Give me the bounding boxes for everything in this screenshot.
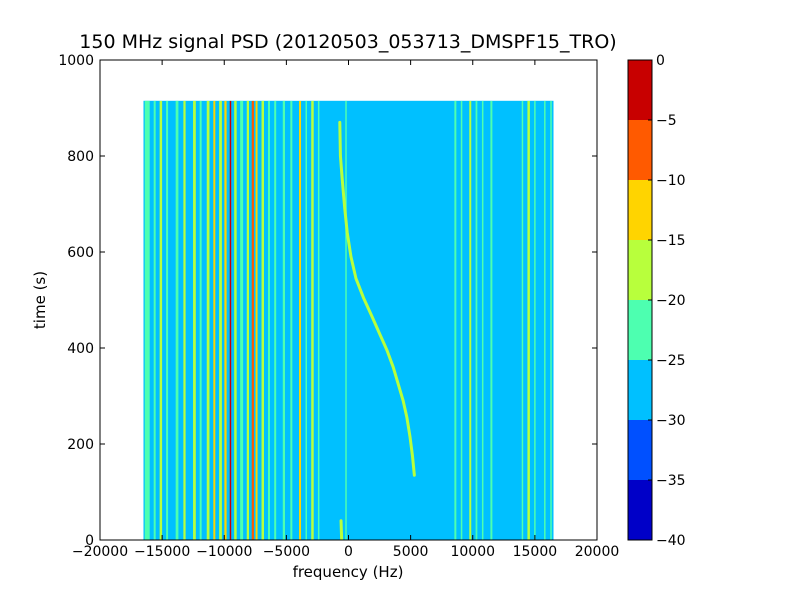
colorbar-band-0 (628, 480, 652, 540)
x-tick-label: −15000 (134, 544, 190, 560)
spectral-line-35 (527, 100, 530, 541)
colorbar-band-7 (628, 60, 652, 120)
spectral-line-36 (534, 100, 536, 541)
spectral-line-23 (299, 100, 302, 541)
spectral-line-20 (274, 100, 277, 541)
spectral-line-27 (345, 100, 347, 541)
y-tick-label: 1000 (58, 53, 94, 69)
y-axis-label: time (s) (31, 271, 49, 329)
y-axis: 0 200 400 600 800 1000 (58, 53, 597, 549)
x-tick-label: −10000 (196, 544, 252, 560)
spectral-line-19 (267, 100, 270, 541)
y-tick-label: 400 (67, 341, 94, 357)
colorbar-tick-label: −5 (656, 113, 677, 129)
spectral-line-32 (481, 100, 484, 541)
spectral-line-24 (305, 100, 308, 541)
spectral-line-25 (311, 100, 314, 541)
colorbar-band-1 (628, 420, 652, 480)
spectral-line-15 (246, 100, 249, 541)
spectral-line-6 (193, 100, 196, 541)
y-tick-label: 0 (85, 533, 94, 549)
spectral-line-31 (475, 100, 478, 541)
spectral-line-9 (213, 100, 216, 541)
spectral-line-3 (166, 100, 169, 541)
spectral-line-0 (144, 100, 150, 541)
colorbar-tick-label: −15 (656, 233, 686, 249)
colorbar-tick-label: 0 (656, 53, 665, 69)
colorbar-band-6 (628, 120, 652, 180)
y-tick-label: 200 (67, 437, 94, 453)
colorbar: −40 −35 −30 −25 −20 −15 −10 −5 0 (627, 53, 686, 549)
plot-area (99, 59, 598, 541)
colorbar-band-3 (628, 300, 652, 360)
colorbar-tick-label: −40 (656, 533, 686, 549)
colorbar-tick-label: −30 (656, 413, 686, 429)
spectral-line-13 (234, 100, 237, 541)
x-axis: −20000 −15000 −10000 −5000 0 5000 10000 15000 20… (72, 60, 619, 560)
x-tick-label: 5000 (393, 544, 429, 560)
spectral-line-11 (224, 100, 227, 541)
colorbar-tick-label: −20 (656, 293, 686, 309)
spectral-lines (144, 100, 552, 541)
spectral-line-34 (521, 100, 524, 541)
colorbar-tick-label: −25 (656, 353, 686, 369)
spectral-line-29 (460, 100, 463, 541)
spectral-line-38 (550, 100, 552, 541)
colorbar-band-5 (628, 180, 652, 240)
doppler-trace-segment-1 (338, 120, 416, 477)
x-tick-label: 20000 (575, 544, 620, 560)
data-background (143, 100, 554, 541)
spectral-line-37 (544, 100, 546, 541)
spectral-line-21 (282, 100, 286, 541)
spectral-line-10 (219, 100, 222, 541)
spectral-line-14 (240, 100, 244, 541)
x-tick-label: −5000 (263, 544, 310, 560)
y-tick-label: 600 (67, 245, 94, 261)
spectral-line-28 (454, 100, 457, 541)
spectral-line-26 (317, 100, 320, 541)
spectral-line-22 (290, 100, 293, 541)
colorbar-tick-label: −10 (656, 173, 686, 189)
spectral-line-4 (175, 100, 179, 541)
colorbar-band-2 (628, 360, 652, 420)
spectral-line-7 (199, 100, 202, 541)
spectral-line-5 (183, 100, 186, 541)
spectral-line-8 (206, 100, 210, 541)
colorbar-tick-label: −35 (656, 473, 686, 489)
spectral-line-1 (153, 100, 156, 541)
x-tick-label: −20000 (72, 544, 128, 560)
spectral-line-12 (229, 100, 232, 541)
doppler-trace-segment-0 (339, 519, 344, 541)
x-tick-label: 15000 (513, 544, 558, 560)
x-axis-label: frequency (Hz) (293, 563, 404, 581)
spectral-line-30 (469, 100, 472, 541)
spectral-line-2 (159, 100, 163, 541)
spectral-line-16 (251, 100, 254, 541)
spectral-line-18 (261, 100, 265, 541)
chart-title: 150 MHz signal PSD (20120503_053713_DMSP… (79, 31, 616, 53)
spectral-line-17 (255, 100, 258, 541)
x-tick-label: 10000 (450, 544, 495, 560)
colorbar-band-4 (628, 240, 652, 300)
x-tick-label: 0 (344, 544, 353, 560)
spectral-line-33 (490, 100, 493, 541)
y-tick-label: 800 (67, 149, 94, 165)
